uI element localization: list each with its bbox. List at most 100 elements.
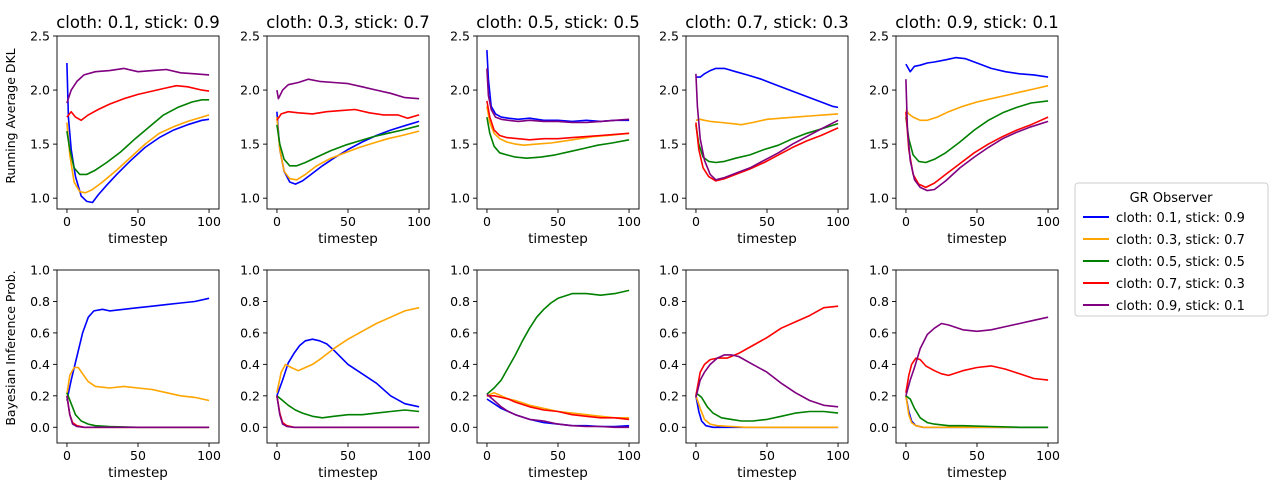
x-tick-label-r1c2-0: 0	[483, 448, 491, 463]
y-tick-label-r1c0-0: 0.0	[30, 420, 50, 435]
y-tick-label-r1c2-0: 0.0	[450, 420, 470, 435]
x-tick-label-r0c4-2: 100	[1036, 214, 1060, 229]
series-line-r0c4-1	[905, 56, 1049, 78]
series-line-r1c3-2	[695, 395, 839, 429]
series-line-r0c4-3	[905, 100, 1049, 164]
x-tick-label-r0c4-0: 0	[902, 214, 910, 229]
series-line-r0c1-3	[276, 124, 420, 167]
series-line-r0c3-4	[695, 122, 839, 182]
y-tick-label-r1c0-5: 1.0	[30, 263, 50, 278]
y-tick-label-r0c1-0: 1.0	[240, 191, 260, 206]
row-1-ylabel: Bayesian Inference Prob.	[3, 270, 18, 425]
panel-r0c1: cloth: 0.3, stick: 0.7 0 50 100 timestep 1.0 1…	[240, 13, 431, 247]
panel-r1c1: 0 50 100 timestep 0.0 0.2 0.4 0.6 0.8 1.0	[240, 263, 431, 482]
y-tick-label-r1c3-0: 0.0	[659, 420, 679, 435]
y-tick-label-r1c3-5: 1.0	[659, 263, 679, 278]
y-tick-label-r0c2-3: 2.5	[450, 29, 470, 44]
series-line-r1c1-1	[276, 338, 420, 408]
y-tick-label-r1c4-4: 0.8	[869, 294, 889, 309]
x-axis-label-r1c3: timestep	[737, 465, 797, 481]
y-tick-label-r0c3-3: 2.5	[659, 29, 679, 44]
legend-label-5: cloth: 0.9, stick: 0.1	[1116, 299, 1245, 314]
series-line-r1c1-2	[276, 306, 420, 393]
legend-title: GR Observer	[1130, 191, 1214, 206]
y-tick-label-r0c4-0: 1.0	[869, 191, 889, 206]
x-tick-label-r0c1-0: 0	[273, 214, 281, 229]
x-axis-label-r0c3: timestep	[737, 231, 797, 247]
x-tick-label-r1c2-1: 50	[550, 448, 566, 463]
series-line-r1c4-4	[905, 357, 1049, 393]
series-line-r1c3-3	[695, 392, 839, 422]
series-line-r1c4-2	[905, 395, 1049, 429]
y-tick-label-r0c4-2: 2.0	[869, 83, 889, 98]
panel-title-r0c4: cloth: 0.9, stick: 0.1	[895, 13, 1059, 32]
y-tick-label-r1c1-4: 0.8	[240, 294, 260, 309]
legend-label-2: cloth: 0.3, stick: 0.7	[1116, 233, 1245, 248]
series-line-r1c2-3	[486, 289, 630, 395]
y-tick-label-r1c0-3: 0.6	[30, 325, 50, 340]
panel-r0c3: cloth: 0.7, stick: 0.3 0 50 100 timestep 1.0 1…	[659, 13, 850, 247]
panel-title-r0c0: cloth: 0.1, stick: 0.9	[56, 13, 220, 32]
x-tick-label-r1c4-0: 0	[902, 448, 910, 463]
x-tick-label-r0c1-2: 100	[407, 214, 431, 229]
series-line-r0c3-5	[695, 73, 839, 181]
x-axis-label-r1c1: timestep	[318, 465, 378, 481]
legend-label-4: cloth: 0.7, stick: 0.3	[1116, 277, 1245, 292]
y-tick-label-r1c1-3: 0.6	[240, 325, 260, 340]
x-tick-label-r1c3-0: 0	[692, 448, 700, 463]
x-axis-label-r0c2: timestep	[528, 231, 588, 247]
series-group-r1c1	[276, 306, 420, 429]
x-tick-label-r0c3-1: 50	[759, 214, 775, 229]
panel-title-r0c2: cloth: 0.5, stick: 0.5	[476, 13, 640, 32]
legend-label-1: cloth: 0.1, stick: 0.9	[1116, 211, 1245, 226]
x-tick-label-r0c0-0: 0	[63, 214, 71, 229]
legend-frame	[1074, 182, 1269, 317]
panel-r1c3: 0 50 100 timestep 0.0 0.2 0.4 0.6 0.8 1.0	[659, 263, 850, 482]
row-0-ylabel: Running Average DKL	[3, 48, 18, 183]
series-line-r0c3-1	[695, 67, 839, 109]
panel-r1c0: 0 50 100 timestep 0.0 0.2 0.4 0.6 0.8 1.0	[30, 263, 221, 482]
panel-r0c0: cloth: 0.1, stick: 0.9 0 50 100 timestep 1.0 1…	[30, 13, 221, 247]
y-tick-label-r0c2-2: 2.0	[450, 83, 470, 98]
y-tick-label-r1c2-5: 1.0	[450, 263, 470, 278]
x-tick-label-r0c3-0: 0	[692, 214, 700, 229]
y-tick-label-r1c3-3: 0.6	[659, 325, 679, 340]
series-line-r0c0-2	[66, 114, 210, 194]
legend-label-3: cloth: 0.5, stick: 0.5	[1116, 255, 1245, 270]
x-tick-label-r0c2-1: 50	[550, 214, 566, 229]
x-tick-label-r0c3-2: 100	[826, 214, 850, 229]
y-tick-label-r1c4-3: 0.6	[869, 325, 889, 340]
x-axis-label-r0c0: timestep	[108, 231, 168, 247]
x-tick-label-r0c2-2: 100	[617, 214, 641, 229]
y-tick-label-r0c1-1: 1.5	[240, 137, 260, 152]
series-line-r1c1-5	[276, 395, 420, 429]
y-tick-label-r1c4-1: 0.2	[869, 388, 889, 403]
series-group-r0c0	[66, 62, 210, 204]
y-tick-label-r1c2-3: 0.6	[450, 325, 470, 340]
x-tick-label-r1c1-0: 0	[273, 448, 281, 463]
series-line-r1c0-1	[66, 297, 210, 401]
series-line-r1c0-2	[66, 366, 210, 402]
series-line-r0c2-5	[486, 68, 630, 124]
series-line-r0c0-5	[66, 67, 210, 104]
series-line-r1c4-5	[905, 316, 1049, 397]
panel-r1c2: 0 50 100 timestep 0.0 0.2 0.4 0.6 0.8 1.0	[450, 263, 641, 482]
series-line-r1c2-4	[486, 394, 630, 421]
y-tick-label-r1c2-4: 0.8	[450, 294, 470, 309]
y-tick-label-r1c1-5: 1.0	[240, 263, 260, 278]
y-tick-label-r0c4-1: 1.5	[869, 137, 889, 152]
series-line-r1c4-3	[905, 395, 1049, 429]
series-line-r1c3-5	[695, 354, 839, 408]
x-axis-label-r0c4: timestep	[947, 231, 1007, 247]
y-tick-label-r0c0-2: 2.0	[30, 83, 50, 98]
y-tick-label-r1c1-1: 0.2	[240, 388, 260, 403]
y-tick-label-r0c3-1: 1.5	[659, 137, 679, 152]
x-tick-label-r1c0-2: 100	[197, 448, 221, 463]
x-tick-label-r1c4-1: 50	[969, 448, 985, 463]
series-line-r0c0-4	[66, 84, 210, 122]
series-line-r1c0-5	[66, 395, 210, 429]
series-group-r0c2	[486, 50, 630, 159]
y-tick-label-r1c3-2: 0.4	[659, 357, 679, 372]
series-line-r0c4-5	[905, 79, 1049, 192]
